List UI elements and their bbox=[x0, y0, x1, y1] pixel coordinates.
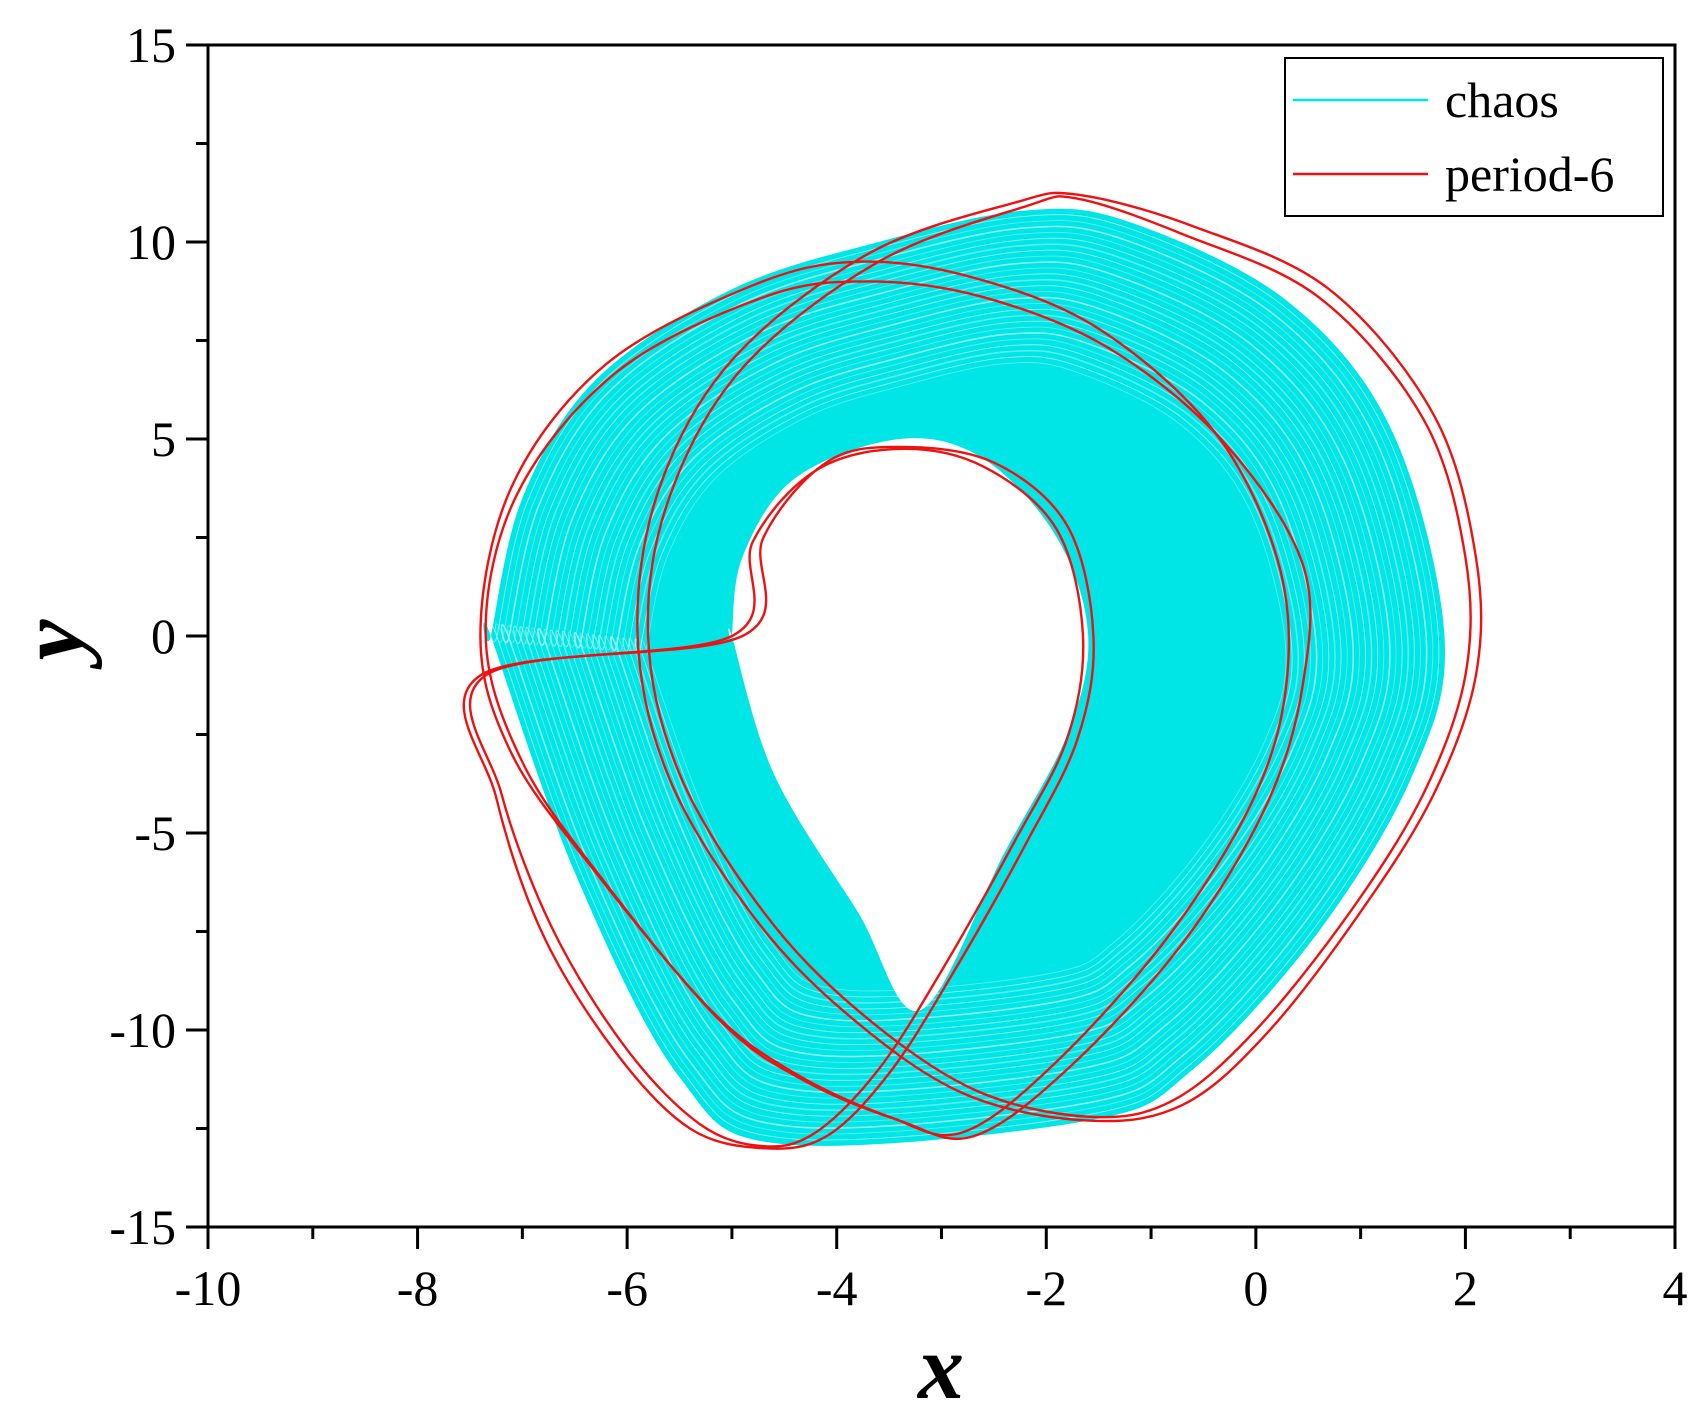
chaos-striation bbox=[610, 332, 1318, 1022]
legend: chaos period-6 bbox=[1284, 57, 1664, 217]
x-axis: -10 -8 -6 -4 -2 0 2 4 bbox=[175, 1227, 1688, 1316]
legend-label-chaos: chaos bbox=[1445, 72, 1559, 128]
chaos-striation bbox=[525, 249, 1403, 1105]
period-6-loop-4 bbox=[636, 191, 1483, 1123]
chaos-striation bbox=[573, 296, 1355, 1058]
x-tick-label: -10 bbox=[175, 1260, 242, 1316]
chaos-striation bbox=[543, 267, 1385, 1087]
chaos-striation bbox=[507, 231, 1421, 1123]
y-tick-label: 10 bbox=[126, 214, 176, 270]
period-6-loop-6 bbox=[462, 445, 1095, 1150]
x-axis-title: x bbox=[916, 1316, 964, 1411]
chaos-striation bbox=[640, 361, 1287, 992]
chaos-striation bbox=[500, 225, 1428, 1129]
chaos-striation bbox=[580, 302, 1348, 1051]
chaos-striation bbox=[591, 314, 1336, 1040]
y-tick-label: 0 bbox=[151, 608, 176, 664]
chaos-striation bbox=[598, 320, 1330, 1034]
chaos-striation bbox=[616, 338, 1312, 1016]
x-tick-label: 4 bbox=[1663, 1260, 1688, 1316]
chaos-striation bbox=[604, 326, 1324, 1028]
x-tick-label: -6 bbox=[606, 1260, 648, 1316]
y-tick-label: -5 bbox=[134, 805, 176, 861]
x-tick-label: -8 bbox=[397, 1260, 439, 1316]
y-tick-label: 5 bbox=[151, 411, 176, 467]
chaos-striation bbox=[495, 220, 1434, 1135]
y-axis-title: y bbox=[0, 618, 102, 670]
x-tick-label: -4 bbox=[816, 1260, 858, 1316]
chaos-striation bbox=[567, 291, 1360, 1063]
chaos-striation bbox=[555, 278, 1373, 1076]
x-tick-label: 0 bbox=[1243, 1260, 1268, 1316]
chaos-striation bbox=[628, 349, 1300, 1004]
y-axis: 15 10 5 0 -5 -10 -15 bbox=[109, 17, 208, 1255]
y-tick-label: -10 bbox=[109, 1002, 176, 1058]
chaos-striation bbox=[634, 356, 1293, 998]
legend-box bbox=[1284, 57, 1664, 217]
chaos-striation bbox=[549, 273, 1379, 1081]
y-tick-label: -15 bbox=[109, 1199, 176, 1255]
x-tick-label: -2 bbox=[1025, 1260, 1067, 1316]
chaos-striation bbox=[513, 237, 1415, 1117]
chaos-striation bbox=[561, 285, 1366, 1069]
x-tick-label: 2 bbox=[1453, 1260, 1478, 1316]
period-6-loop-3 bbox=[646, 195, 1472, 1119]
period-6-loop-2 bbox=[484, 280, 1312, 1141]
y-tick-label: 15 bbox=[126, 17, 176, 73]
chaos-striation bbox=[519, 243, 1410, 1111]
chaos-striation bbox=[586, 308, 1342, 1045]
legend-label-period-6: period-6 bbox=[1445, 146, 1614, 202]
chaos-striation bbox=[531, 255, 1397, 1099]
period-6-loop-5 bbox=[468, 447, 1085, 1148]
plot-area bbox=[462, 191, 1483, 1150]
